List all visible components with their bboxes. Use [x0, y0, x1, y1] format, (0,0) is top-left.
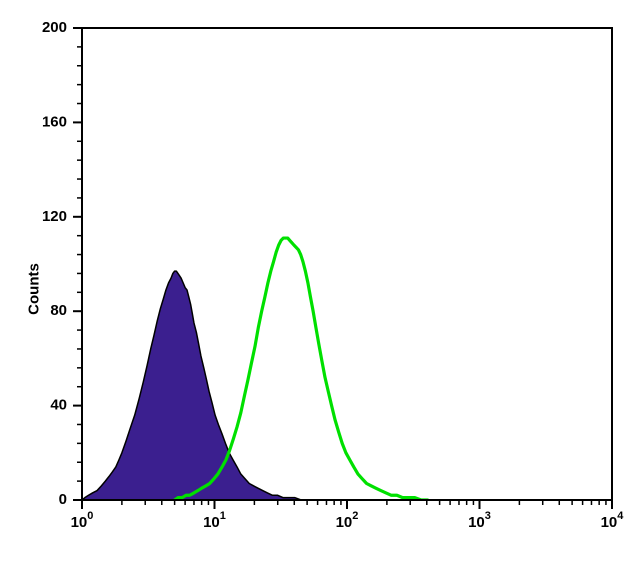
svg-text:80: 80	[50, 302, 67, 319]
svg-text:101: 101	[203, 510, 226, 531]
svg-text:160: 160	[42, 113, 67, 130]
svg-text:100: 100	[71, 510, 94, 531]
svg-text:200: 200	[42, 19, 67, 36]
svg-text:0: 0	[59, 491, 67, 508]
flow-cytometry-histogram: 0 40 80 120 160 200 100 101 102 103 104	[0, 0, 640, 577]
svg-text:40: 40	[50, 397, 67, 414]
chart-container: Counts 04080120160200100101102103104	[0, 0, 640, 577]
svg-text:120: 120	[42, 208, 67, 225]
svg-text:103: 103	[468, 510, 491, 531]
svg-text:102: 102	[336, 510, 359, 531]
svg-text:104: 104	[601, 510, 625, 531]
